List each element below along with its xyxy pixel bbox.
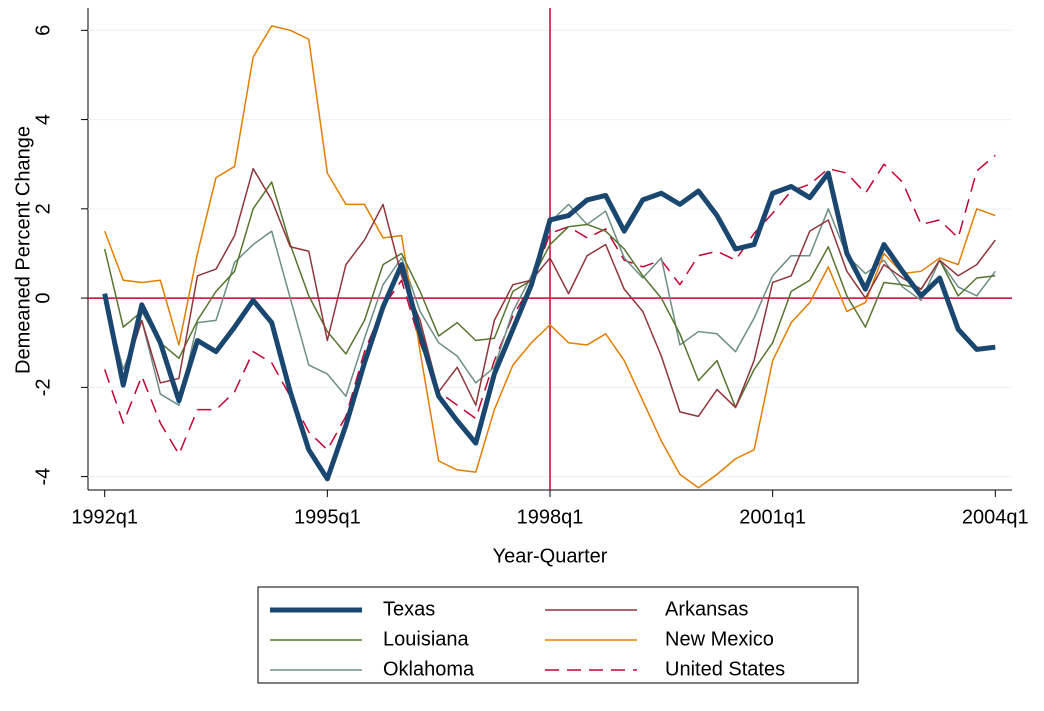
x-tick-label: 1992q1: [71, 506, 138, 528]
series-line: [103, 167, 996, 418]
legend-label: United States: [665, 658, 785, 680]
legend-label: Texas: [383, 598, 435, 620]
x-tick-label: 1998q1: [517, 506, 584, 528]
series-line: [103, 181, 996, 409]
x-tick-label: 2004q1: [962, 506, 1029, 528]
legend-label: Oklahoma: [383, 658, 475, 680]
series-line: [103, 154, 996, 456]
y-tick-label: -4: [32, 468, 54, 486]
legend-box: [257, 586, 859, 684]
y-tick-label: 0: [32, 293, 54, 304]
y-tick-label: 4: [32, 114, 54, 125]
x-axis-title: Year-Quarter: [493, 545, 608, 567]
series-line: [102, 170, 996, 482]
legend-label: New Mexico: [665, 628, 774, 650]
y-tick-label: 6: [32, 25, 54, 36]
legend-label: Louisiana: [383, 628, 470, 650]
y-axis-title: Demeaned Percent Change: [12, 126, 34, 374]
legend-label: Arkansas: [665, 598, 748, 620]
y-tick-label: -2: [32, 378, 54, 396]
series-line: [103, 25, 996, 489]
y-tick-label: 2: [32, 203, 54, 214]
x-tick-label: 2001q1: [739, 506, 806, 528]
x-tick-label: 1995q1: [294, 506, 361, 528]
